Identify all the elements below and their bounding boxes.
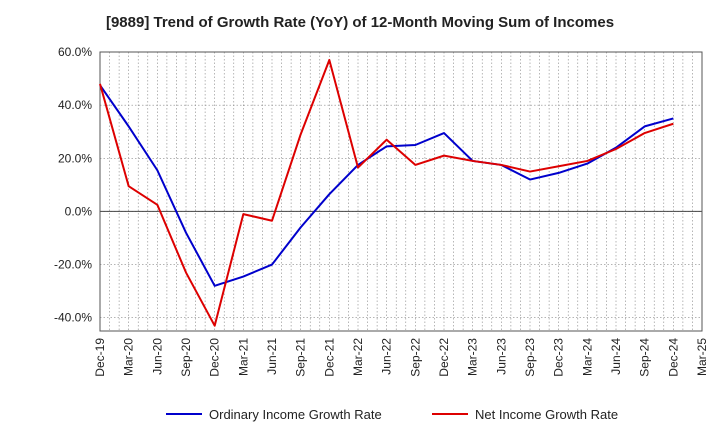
x-tick-label: Mar-23 — [466, 338, 480, 376]
x-tick-label: Mar-22 — [351, 338, 365, 376]
series-layer — [99, 58, 674, 327]
x-tick-label: Jun-20 — [150, 338, 164, 375]
x-tick-label: Sep-20 — [179, 338, 193, 377]
x-tick-label: Mar-25 — [695, 338, 709, 376]
plot-frame — [99, 51, 703, 332]
x-tick-label: Dec-24 — [666, 338, 680, 377]
x-tick-label: Sep-22 — [408, 338, 422, 377]
legend: Ordinary Income Growth Rate Net Income Gr… — [166, 407, 618, 422]
x-tick-label: Jun-24 — [609, 338, 623, 375]
x-tick-label: Mar-21 — [236, 338, 250, 376]
x-tick-label: Jun-23 — [494, 338, 508, 375]
x-tick-label: Jun-22 — [380, 338, 394, 375]
x-tick-label: Dec-22 — [437, 338, 451, 377]
grid-layer — [100, 51, 702, 331]
y-tick-label: 40.0% — [58, 98, 92, 112]
x-tick-label: Dec-23 — [552, 338, 566, 377]
x-tick-label: Mar-20 — [122, 338, 136, 376]
series-line-2 — [99, 58, 674, 327]
x-tick-label: Sep-24 — [638, 338, 652, 377]
y-tick-label: 0.0% — [65, 204, 93, 218]
y-tick-label: -20.0% — [54, 258, 92, 272]
series-line-1 — [99, 84, 674, 287]
x-tick-label: Dec-20 — [208, 338, 222, 377]
x-tick-label: Dec-19 — [93, 338, 107, 377]
x-tick-label: Mar-24 — [580, 338, 594, 376]
y-tick-label: 60.0% — [58, 45, 92, 59]
x-tick-label: Jun-21 — [265, 338, 279, 375]
x-tick-label: Dec-21 — [322, 338, 336, 377]
y-tick-label: -40.0% — [54, 311, 92, 325]
legend-label-1: Ordinary Income Growth Rate — [209, 407, 382, 422]
plot-area — [100, 52, 702, 331]
axis-layer: 60.0% 40.0% 20.0% 0.0% -20.0% -40.0%Dec-19 Mar… — [54, 45, 709, 377]
x-tick-label: Sep-21 — [294, 338, 308, 377]
legend-label-2: Net Income Growth Rate — [475, 407, 618, 422]
chart-title: [9889] Trend of Growth Rate (YoY) of 12-… — [105, 14, 615, 31]
x-tick-label: Sep-23 — [523, 338, 537, 377]
y-tick-label: 20.0% — [58, 151, 92, 165]
